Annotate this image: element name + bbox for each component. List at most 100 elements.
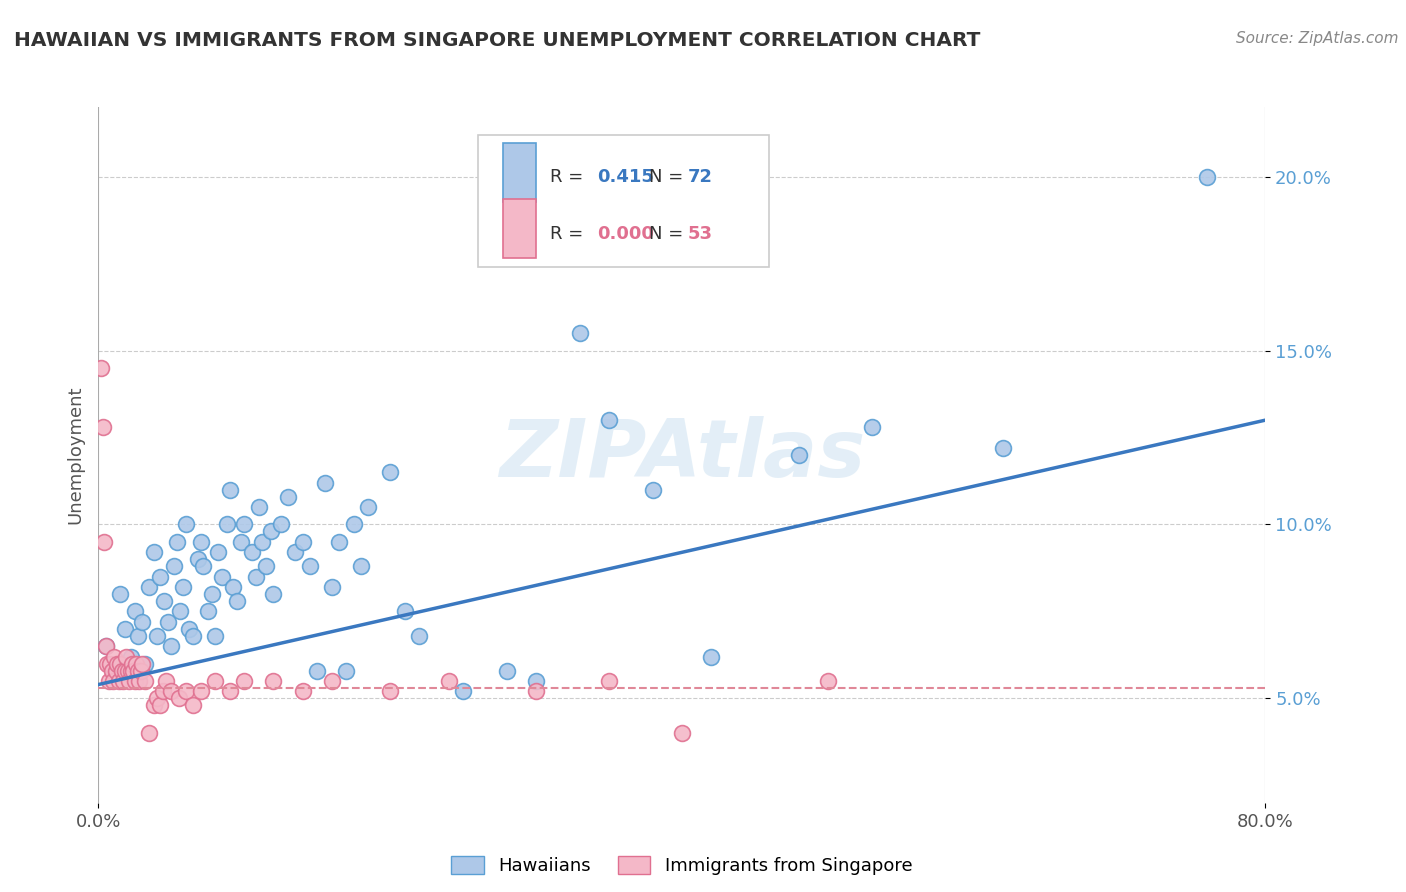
Point [437, 674, 460, 689]
Point [284, 545, 307, 559]
Point [240, 545, 263, 559]
Text: R =: R = [550, 225, 589, 244]
Point [335, 664, 357, 678]
Point [129, 664, 152, 678]
Point [101, 674, 124, 689]
Point [204, 629, 226, 643]
Point [277, 490, 299, 504]
Point [197, 605, 219, 619]
Point [207, 545, 229, 559]
Point [96, 657, 118, 671]
Point [211, 569, 233, 583]
FancyBboxPatch shape [503, 199, 536, 259]
Point [380, 466, 402, 480]
Point [233, 674, 256, 689]
Y-axis label: Unemployment: Unemployment [66, 385, 84, 524]
Point [146, 629, 169, 643]
Point [700, 649, 723, 664]
Point [380, 684, 402, 698]
Point [328, 534, 350, 549]
Point [157, 615, 180, 629]
Text: Source: ZipAtlas.com: Source: ZipAtlas.com [1236, 31, 1399, 46]
Legend: Hawaiians, Immigrants from Singapore: Hawaiians, Immigrants from Singapore [443, 847, 921, 884]
Point [111, 664, 134, 678]
Point [451, 684, 474, 698]
Point [291, 684, 314, 698]
Point [108, 674, 131, 689]
Point [104, 664, 127, 678]
Point [110, 657, 132, 671]
Point [112, 674, 135, 689]
Point [149, 698, 172, 713]
Text: N =: N = [650, 225, 689, 244]
Point [149, 569, 172, 583]
Point [187, 552, 209, 566]
Point [166, 534, 188, 549]
Point [91, 420, 114, 434]
Point [105, 657, 128, 671]
Point [307, 664, 329, 678]
Point [138, 580, 160, 594]
Point [160, 684, 183, 698]
Point [262, 587, 284, 601]
Point [160, 639, 183, 653]
Point [97, 674, 120, 689]
Point [671, 726, 693, 740]
Point [262, 674, 284, 689]
Point [357, 500, 380, 514]
Point [120, 649, 142, 664]
Point [181, 629, 204, 643]
Point [117, 664, 139, 678]
Point [101, 664, 124, 678]
Point [496, 664, 519, 678]
Point [204, 674, 226, 689]
Point [298, 559, 321, 574]
Text: 53: 53 [688, 225, 713, 244]
Text: 0.000: 0.000 [596, 225, 654, 244]
Point [991, 441, 1014, 455]
Point [174, 517, 197, 532]
Point [120, 664, 142, 678]
Point [94, 639, 117, 653]
Point [218, 684, 240, 698]
Point [124, 605, 146, 619]
Point [321, 580, 343, 594]
Point [177, 622, 200, 636]
Point [125, 657, 148, 671]
Point [163, 559, 186, 574]
Point [134, 657, 156, 671]
Point [394, 605, 416, 619]
Point [152, 684, 174, 698]
Point [343, 517, 366, 532]
Point [121, 657, 143, 671]
Point [167, 691, 190, 706]
FancyBboxPatch shape [478, 135, 769, 267]
Point [408, 629, 430, 643]
Point [787, 448, 810, 462]
Point [142, 698, 165, 713]
Point [641, 483, 664, 497]
Point [193, 559, 215, 574]
Point [350, 559, 373, 574]
Point [598, 674, 620, 689]
Point [153, 594, 176, 608]
Point [127, 629, 149, 643]
Text: 0.415: 0.415 [596, 169, 654, 186]
Point [131, 615, 153, 629]
Point [314, 475, 336, 490]
Point [218, 483, 240, 497]
Point [215, 517, 238, 532]
Point [524, 674, 547, 689]
Point [93, 534, 115, 549]
Point [117, 664, 139, 678]
Point [142, 545, 165, 559]
Point [190, 534, 212, 549]
Text: 72: 72 [688, 169, 713, 186]
Point [247, 500, 270, 514]
Point [127, 664, 149, 678]
Point [128, 674, 150, 689]
Point [221, 580, 243, 594]
Point [190, 684, 212, 698]
Point [568, 326, 591, 341]
Point [94, 639, 117, 653]
